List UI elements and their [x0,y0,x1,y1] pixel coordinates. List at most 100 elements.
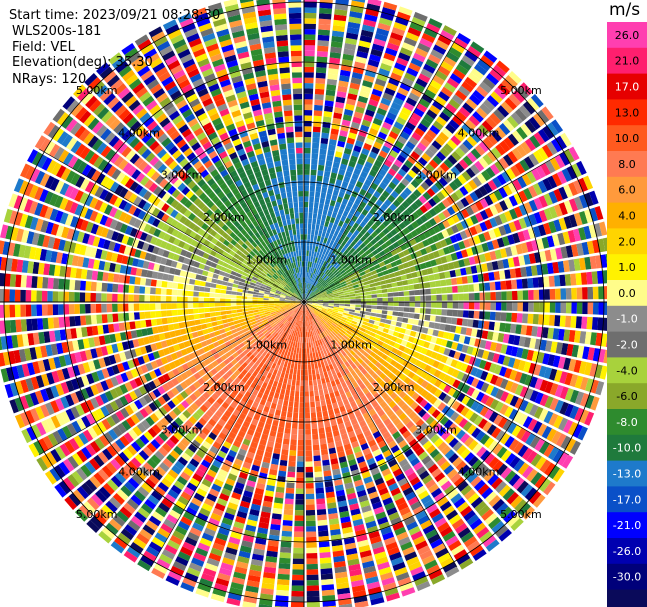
velocity-gate [528,362,537,375]
velocity-gate [590,379,599,394]
velocity-gate [376,309,383,314]
velocity-gate [521,348,529,360]
velocity-gate [403,368,411,376]
velocity-gate [526,468,538,482]
velocity-gate [534,378,544,390]
velocity-gate [344,332,351,338]
velocity-gates [0,0,615,607]
velocity-gate [384,338,391,345]
velocity-gate [599,365,609,380]
velocity-gate [435,337,443,346]
velocity-gate [382,306,388,310]
velocity-gate [501,302,507,311]
velocity-gate [310,306,316,311]
velocity-gate [391,347,399,354]
velocity-gate [466,398,475,408]
velocity-gate [419,362,427,370]
velocity-gate [525,433,536,446]
velocity-gate [363,341,370,348]
velocity-gate [558,417,569,431]
velocity-gate [504,380,514,392]
velocity-gate [435,353,443,362]
velocity-gate [523,337,531,348]
velocity-gate [538,302,545,313]
velocity-gate [439,416,450,426]
velocity-gate [455,403,466,414]
velocity-gate [418,339,425,347]
velocity-gate [427,328,434,336]
velocity-gate [435,308,442,316]
velocity-gate [428,367,437,376]
velocity-gate [555,302,561,314]
velocity-gate [516,480,529,494]
velocity-gate [471,427,482,439]
velocity-gate [390,335,398,342]
velocity-gate [460,326,467,335]
velocity-gate [565,438,577,453]
velocity-gate [576,302,583,314]
velocity-gate [348,325,355,331]
velocity-gate [595,381,605,396]
velocity-gate [372,324,379,330]
velocity-gate [349,309,355,313]
velocity-gate [325,322,331,327]
velocity-gate [311,305,317,309]
velocity-gate [432,360,440,369]
velocity-gate [387,329,395,336]
velocity-gate [508,334,515,345]
velocity-gate [510,346,519,357]
velocity-gate [437,362,445,371]
velocity-gate [532,421,543,434]
velocity-gate [489,311,496,321]
velocity-gate [490,374,499,385]
velocity-gate [454,414,464,425]
velocity-gate [585,394,595,409]
velocity-gate [330,315,336,320]
velocity-gate [488,456,500,469]
velocity-gate [456,318,463,326]
velocity-gate [407,318,414,325]
velocity-gate [370,341,377,348]
velocity-gate [590,332,597,346]
velocity-gate [392,311,399,316]
velocity-gate [337,311,344,315]
velocity-gate [457,310,464,318]
velocity-gate [437,330,445,338]
velocity-gate [495,312,502,321]
velocity-gate [368,319,375,324]
velocity-gate [463,354,472,364]
velocity-gate [559,371,568,384]
velocity-gate [414,405,423,414]
velocity-gate [329,325,335,331]
velocity-gate [381,310,388,315]
velocity-gate [428,321,435,329]
velocity-gate [553,415,564,429]
velocity-gate [326,312,332,316]
velocity-gate [405,341,413,349]
velocity-gate [363,358,371,365]
velocity-gate [412,319,419,326]
velocity-gate [377,340,384,346]
velocity-gate [340,336,347,342]
velocity-gate [347,316,354,321]
velocity-gate [366,354,374,362]
velocity-gate [358,316,365,321]
velocity-gate [489,398,500,410]
velocity-gate [433,398,442,408]
velocity-gate [390,359,398,367]
velocity-gate [465,365,474,375]
velocity-gate [471,377,480,388]
velocity-gate [310,307,315,312]
velocity-gate [451,341,459,350]
velocity-gate [395,349,403,357]
velocity-gate [312,302,318,305]
velocity-gate [385,356,393,364]
velocity-gate [504,470,517,483]
velocity-gate [369,351,377,358]
velocity-gate [377,326,384,332]
velocity-gate [357,319,364,324]
velocity-gate [310,306,316,311]
velocity-gate [570,316,577,328]
velocity-gate [412,383,421,392]
velocity-gate [338,331,345,337]
